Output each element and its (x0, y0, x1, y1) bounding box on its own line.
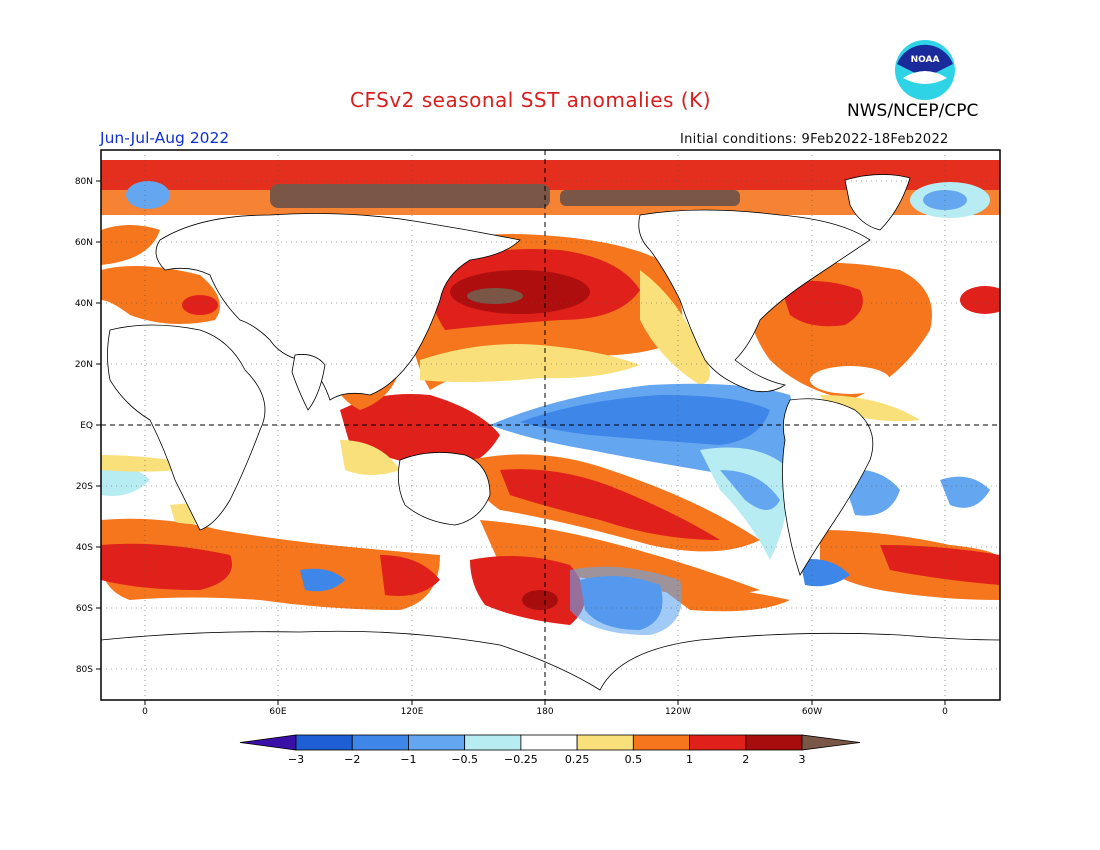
noaa-logo-text: NOAA (911, 55, 940, 65)
colorbar-tick-label: 2 (742, 753, 749, 766)
colorbar-swatch (632, 734, 690, 751)
colorbar-tick-label: −2 (344, 753, 360, 766)
continent-outlines (101, 174, 1000, 700)
agency-label: NWS/NCEP/CPC (847, 101, 979, 121)
noaa-logo: NOAA (895, 40, 955, 100)
lon-tick-label: 0 (942, 707, 948, 717)
colorbar-tick-label: 3 (799, 753, 806, 766)
chart-title: CFSv2 seasonal SST anomalies (K) (350, 88, 711, 112)
colorbar-tick-label: −3 (288, 753, 304, 766)
lon-tick-label: 60E (269, 707, 286, 717)
colorbar-tick-label: 0.5 (625, 753, 643, 766)
lat-tick-label: 80N (75, 177, 93, 187)
lat-tick-label: 20N (75, 360, 93, 370)
colorbar-tick-label: 1 (686, 753, 693, 766)
colorbar-tick-label: 0.25 (565, 753, 590, 766)
lon-tick-label: 120E (401, 707, 424, 717)
colorbar-swatch (408, 734, 466, 751)
lon-tick-label: 120W (665, 707, 691, 717)
lon-tick-label: 60W (802, 707, 822, 717)
colorbar-swatch (745, 734, 803, 751)
colorbar-tick-label: −1 (400, 753, 416, 766)
colorbar-swatch (351, 734, 409, 751)
grid-lines (101, 150, 1000, 700)
lat-tick-label: 80S (76, 665, 93, 675)
colorbar-swatch (520, 734, 578, 751)
colorbar-swatch (576, 734, 634, 751)
lat-tick-label: 20S (76, 482, 93, 492)
colorbar-swatch (295, 734, 353, 751)
lat-tick-label: 40N (75, 299, 93, 309)
colorbar-high-arrow (801, 734, 861, 751)
longitude-labels: 0 60E 120E 180 120W 60W 0 (142, 700, 948, 717)
lat-tick-label: 40S (76, 543, 93, 553)
lat-tick-label: EQ (80, 421, 93, 431)
colorbar: −3 −2 −1 −0.5 −0.25 0.25 0.5 1 2 3 (239, 734, 861, 766)
lon-tick-label: 180 (536, 707, 553, 717)
colorbar-tick-label: −0.25 (504, 753, 538, 766)
colorbar-swatch (464, 734, 522, 751)
lat-tick-label: 60N (75, 238, 93, 248)
colorbar-tick-label: −0.5 (451, 753, 478, 766)
period-label: Jun-Jul-Aug 2022 (100, 129, 230, 147)
lat-tick-label: 60S (76, 604, 93, 614)
colorbar-swatch (689, 734, 747, 751)
initial-conditions-label: Initial conditions: 9Feb2022-18Feb2022 (680, 132, 949, 147)
latitude-labels: 80N 60N 40N 20N EQ 20S 40S 60S 80S (75, 177, 101, 675)
lon-tick-label: 0 (142, 707, 148, 717)
colorbar-low-arrow (239, 734, 297, 751)
